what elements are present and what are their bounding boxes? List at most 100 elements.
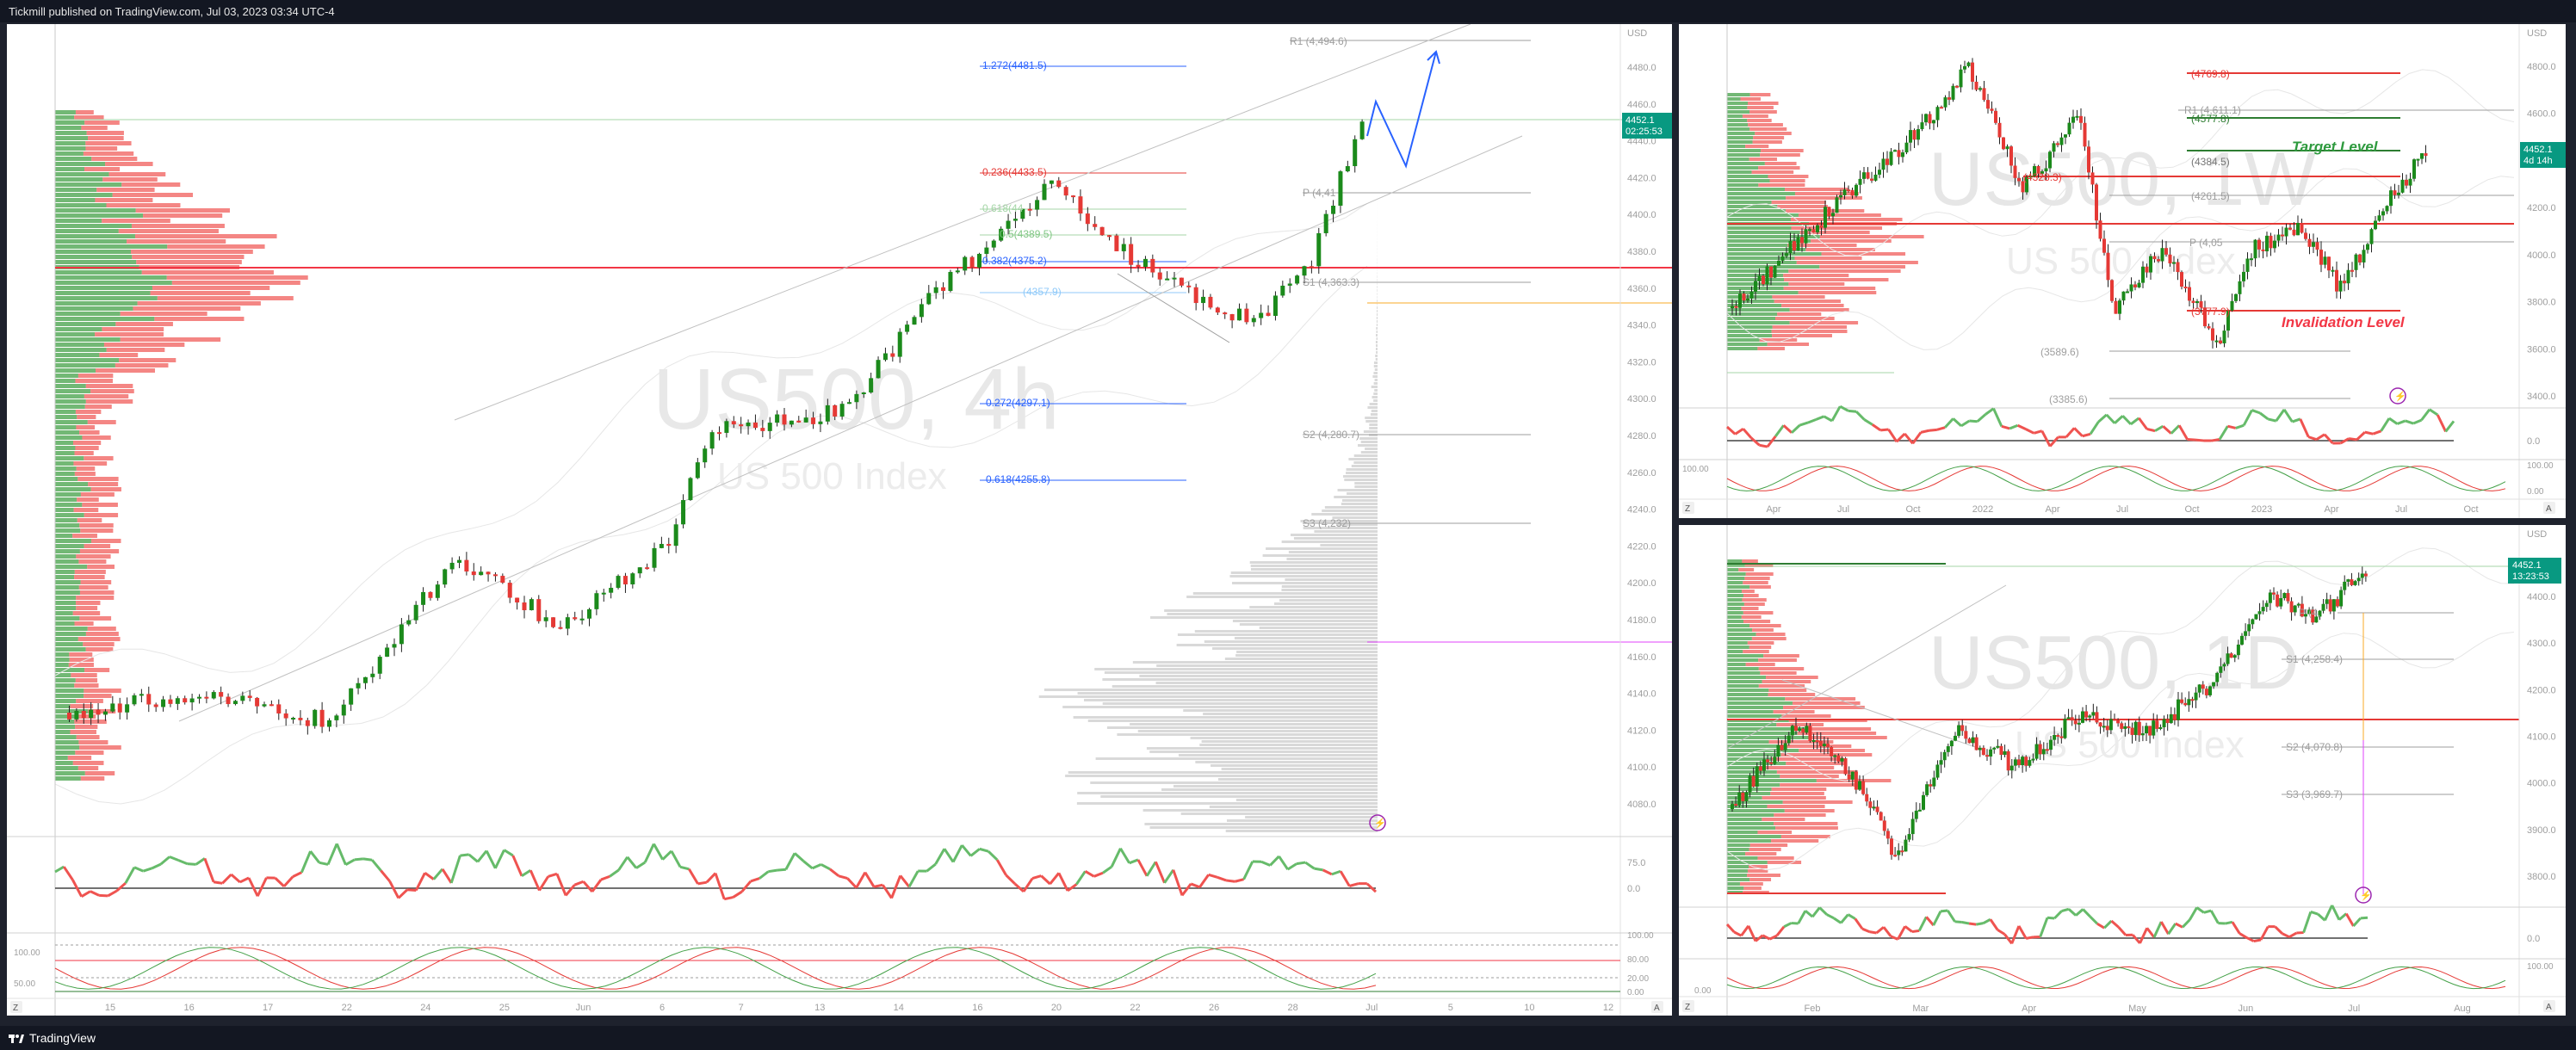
time-axis-label: Mar (1912, 1004, 1929, 1014)
volume-profile-bar (55, 461, 74, 466)
zoom-button[interactable] (1682, 502, 1694, 514)
zoom-button[interactable] (1682, 1000, 1694, 1012)
svg-text:100.00: 100.00 (14, 948, 40, 958)
session-volume-bar (1225, 830, 1378, 832)
watermark-name: US 500 Index (2006, 240, 2236, 282)
candle-body (2165, 719, 2170, 724)
chart-canvas-1d[interactable]: US500, 1D US 500 Index P (4, S1 (4,258.4… (1679, 525, 2566, 1016)
candle-body (2331, 599, 2336, 612)
candle-body (2272, 592, 2276, 595)
candle-body (2121, 291, 2126, 301)
time-axis-label: 24 (420, 1003, 430, 1013)
volume-profile-bar (1727, 183, 1759, 187)
volume-profile-bar (77, 497, 99, 502)
candle-body (1811, 229, 1816, 232)
time-axis-label: May (2128, 1004, 2146, 1014)
candle-body (2244, 631, 2248, 636)
volume-profile-bar (1727, 209, 1786, 213)
volume-profile-bar (1764, 766, 1835, 769)
candle-body (2211, 328, 2214, 341)
volume-profile-bar (102, 327, 164, 331)
candle-body (558, 627, 563, 629)
volume-profile-bar (1744, 564, 1774, 567)
session-volume-bar (1353, 454, 1378, 457)
auto-scale-button[interactable] (1651, 1001, 1663, 1013)
auto-scale-button[interactable] (2543, 502, 2555, 514)
volume-profile-bar (73, 461, 108, 466)
candle-body (247, 695, 252, 698)
session-volume-bar (1186, 596, 1378, 598)
time-axis-label: 26 (1209, 1003, 1219, 1013)
volume-profile-bar (1727, 676, 1767, 679)
oscillator-segment (1830, 405, 1842, 422)
candle-body (2323, 256, 2327, 265)
volume-profile-bar (121, 182, 181, 187)
chart-canvas-1w[interactable]: US500, 1W US 500 Index (4769.8) R1 (4,61… (1679, 24, 2566, 518)
oscillator-segment (2114, 415, 2124, 424)
oscillator-segment (1136, 859, 1149, 877)
volume-profile-bar (141, 270, 274, 275)
session-volume-bar (1377, 310, 1378, 312)
oscillator-segment (2338, 912, 2348, 921)
chart-canvas-4h[interactable]: US500, 4h US 500 Index R1 (4,494.6) 1.27… (7, 24, 1672, 1016)
lightning-icon[interactable] (2355, 886, 2372, 904)
oscillator-segment (406, 888, 417, 892)
oscillator-segment (2181, 918, 2191, 929)
footer-bar: TradingView (0, 1026, 2576, 1050)
candle-body (2160, 248, 2164, 262)
candle-body (1873, 174, 1878, 181)
candle-body (319, 709, 325, 727)
session-volume-bar (1076, 802, 1378, 805)
volume-profile-bar (1727, 886, 1744, 890)
candle-body (1734, 804, 1738, 806)
candle-body (1744, 792, 1749, 801)
svg-text:A: A (2546, 504, 2552, 514)
lightning-icon[interactable] (2389, 387, 2406, 405)
oscillator-segment (1154, 861, 1166, 884)
oscillator-segment (2307, 435, 2318, 442)
candle-body (406, 620, 412, 625)
chart-pane-1d[interactable]: US500, 1D US 500 Index P (4, S1 (4,258.4… (1679, 525, 2566, 1016)
volume-profile-bar (55, 761, 73, 765)
candle-body (1085, 213, 1090, 225)
volume-profile-bar (84, 544, 111, 548)
volume-profile-bar (1747, 874, 1780, 877)
chart-pane-4h[interactable]: US500, 4h US 500 Index R1 (4,494.6) 1.27… (7, 24, 1672, 1016)
candle-body (1738, 293, 1742, 308)
volume-profile-bar (55, 497, 77, 502)
zoom-button[interactable] (10, 1001, 22, 1013)
session-volume-bar (1235, 654, 1378, 657)
oscillator-segment (2436, 414, 2447, 433)
session-volume-bar (1351, 465, 1378, 467)
candle-body (1890, 838, 1893, 855)
candle-body (1897, 150, 1901, 158)
auto-scale-button[interactable] (2543, 1000, 2555, 1012)
candle-body (392, 644, 397, 648)
volume-profile-bar (157, 296, 294, 300)
volume-profile-bar (152, 286, 270, 290)
volume-profile-bar (85, 384, 133, 388)
volume-profile-bar (1727, 822, 1774, 825)
oscillator-segment (1084, 870, 1095, 878)
session-volume-bar (1068, 771, 1378, 774)
volume-profile-bar (1784, 809, 1835, 812)
candle-body (926, 293, 932, 305)
oscillator-segment (1022, 877, 1034, 892)
oscillator-segment (573, 880, 585, 886)
volume-profile-bar (74, 570, 106, 574)
candle-body (2400, 179, 2405, 193)
oscillator-segment (2146, 427, 2156, 433)
volume-profile-bar (1747, 106, 1774, 109)
volume-profile-bar (1757, 856, 1794, 860)
tradingview-logo[interactable]: TradingView (9, 1031, 96, 1045)
lightning-icon[interactable] (1369, 814, 1386, 831)
volume-profile-bar (84, 771, 115, 775)
volume-profile-bar (1727, 680, 1762, 683)
time-axis-label: Jun (2238, 1004, 2253, 1014)
candle-body (1982, 88, 1986, 101)
candle-body (2269, 235, 2273, 249)
chart-pane-1w[interactable]: US500, 1W US 500 Index (4769.8) R1 (4,61… (1679, 24, 2566, 518)
volume-profile-bar (55, 410, 76, 414)
candle-body (370, 673, 375, 677)
oscillator-segment (882, 884, 893, 899)
